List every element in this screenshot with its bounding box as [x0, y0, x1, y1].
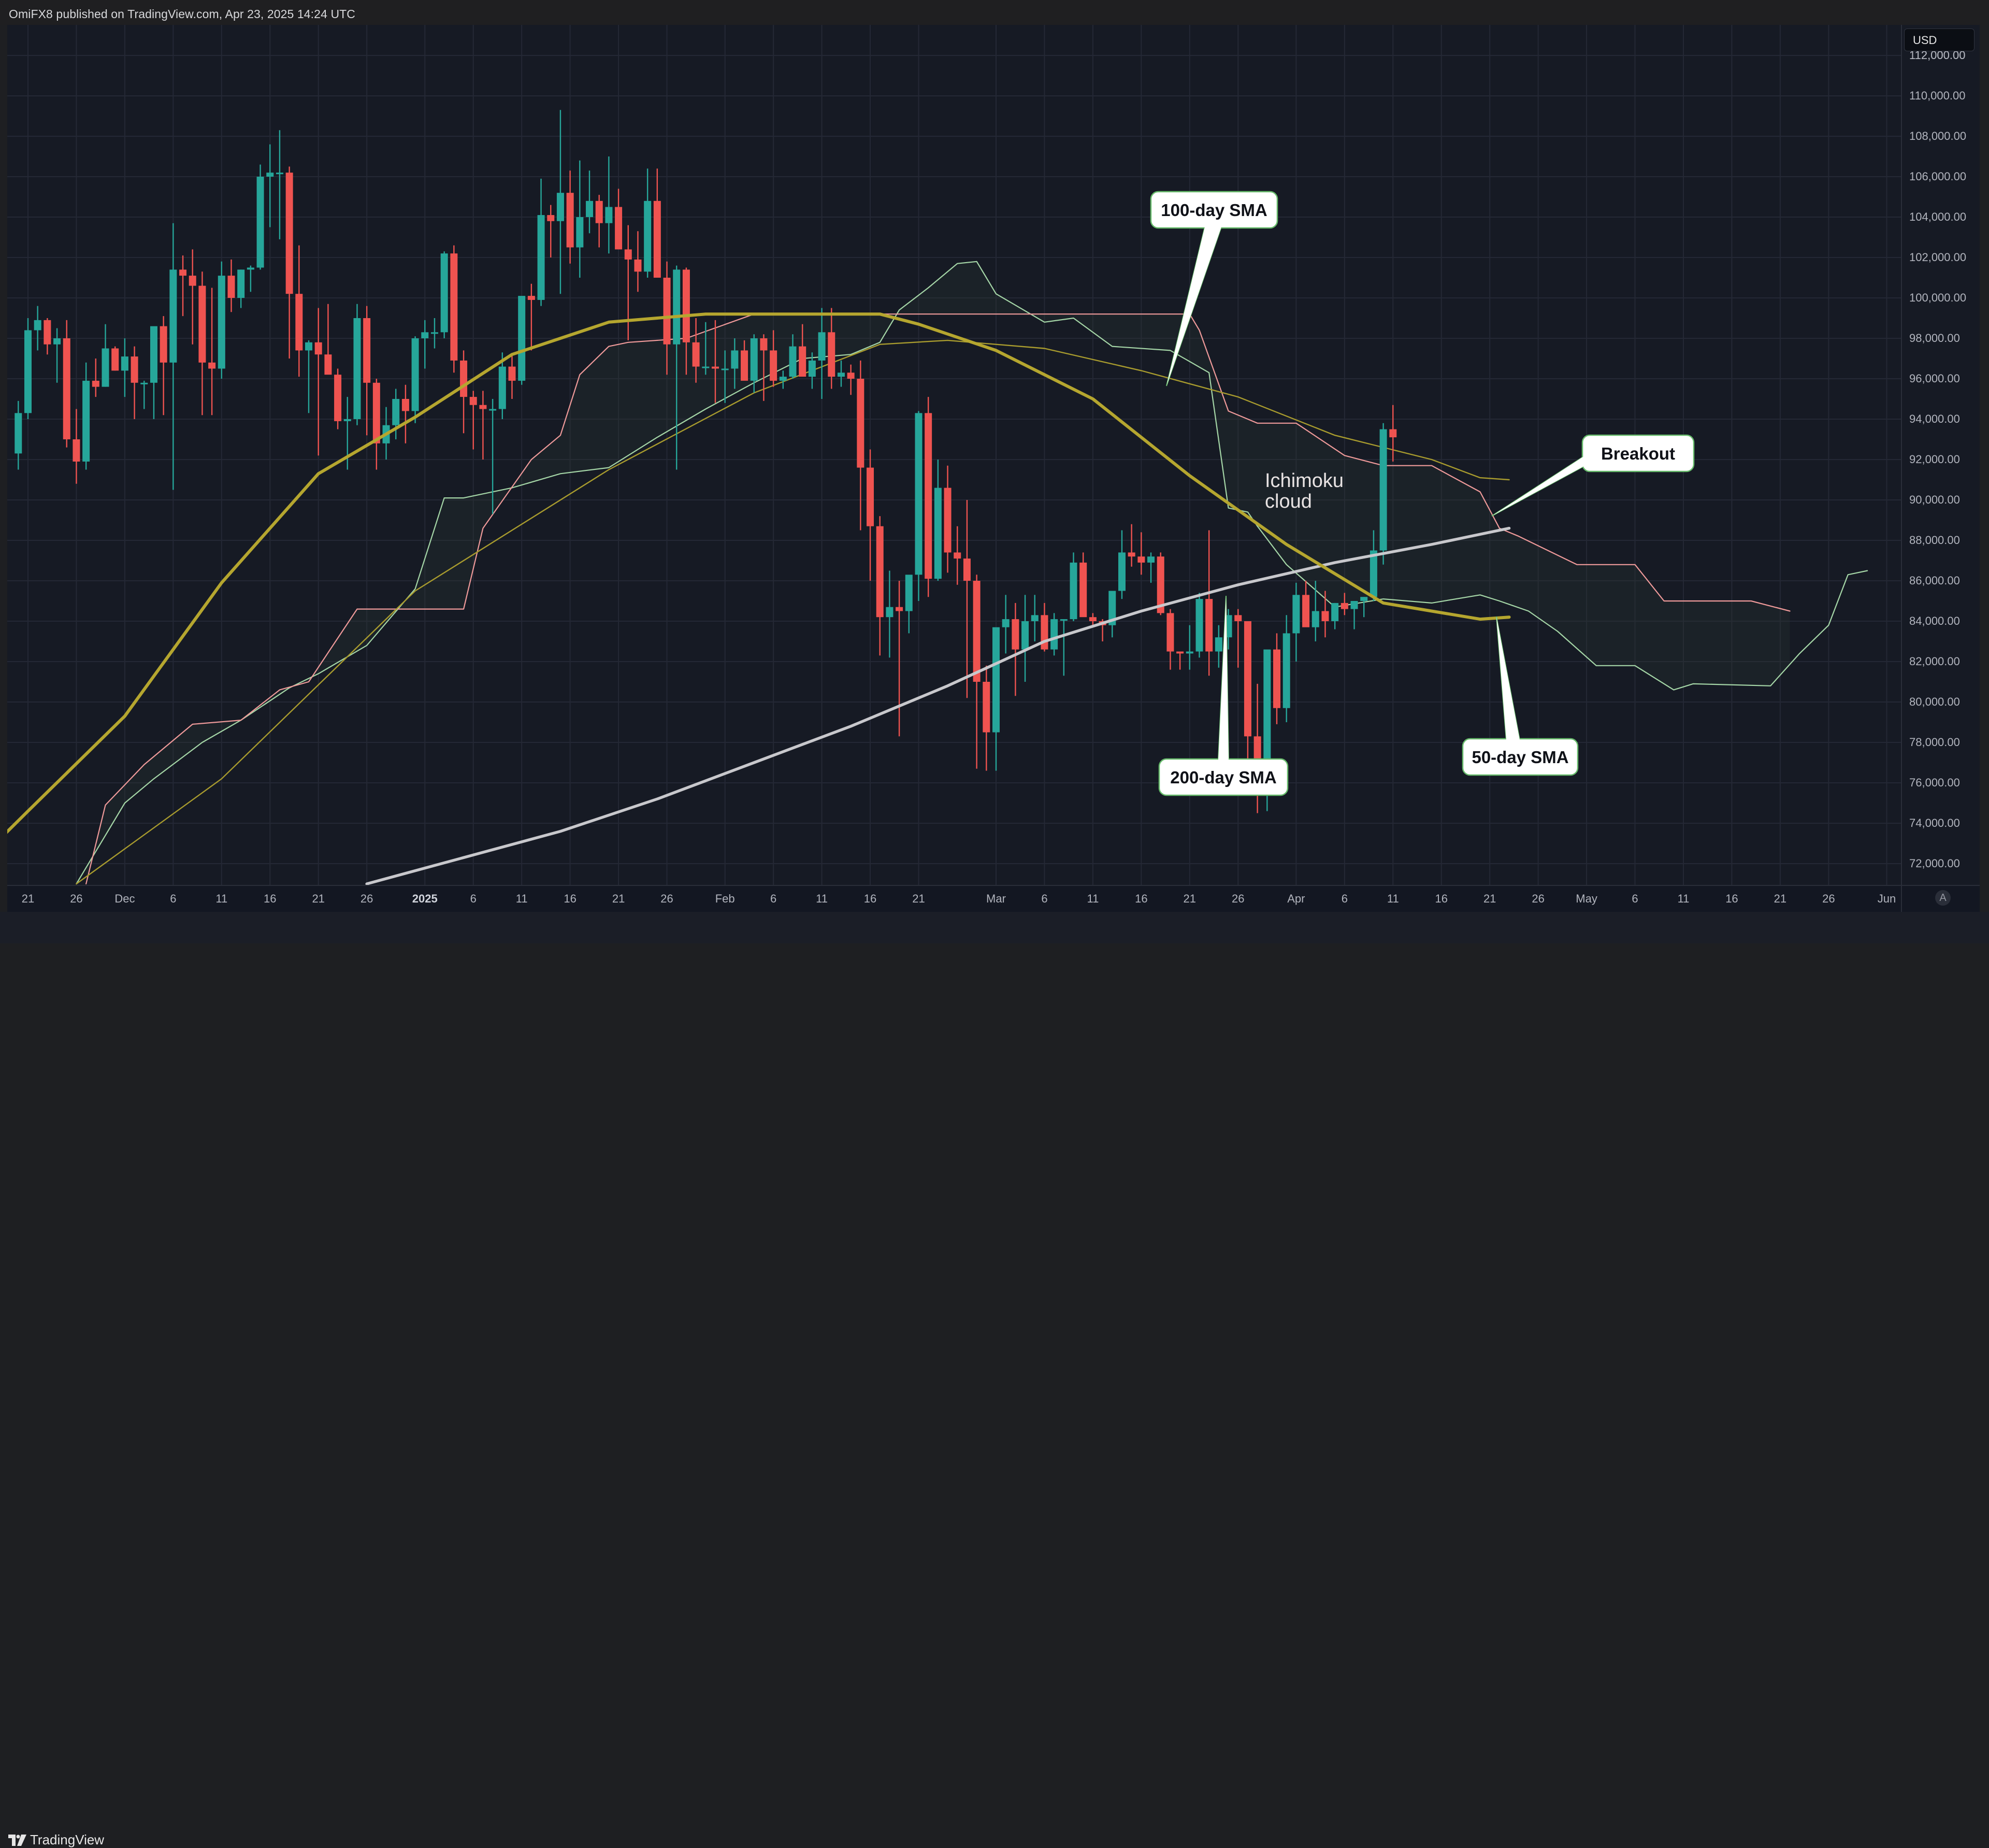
time-tick: 21: [1183, 892, 1197, 905]
price-tick: 86,000.00: [1909, 574, 1960, 587]
price-tick: 98,000.00: [1909, 332, 1960, 345]
callout-100-day-sma: 100-day SMA: [1150, 191, 1278, 386]
price-tick: 78,000.00: [1909, 736, 1960, 749]
price-tick: 72,000.00: [1909, 857, 1960, 870]
price-tick: 96,000.00: [1909, 372, 1960, 385]
time-tick: 6: [770, 892, 777, 905]
time-tick: Jun: [1877, 892, 1896, 905]
price-tick: 110,000.00: [1909, 89, 1966, 102]
time-tick: Feb: [715, 892, 735, 905]
tradingview-logo[interactable]: TradingView: [8, 1832, 104, 1848]
ichimoku-label-line1: Ichimoku: [1265, 470, 1344, 492]
time-tick: 21: [21, 892, 35, 905]
time-tick: 26: [1822, 892, 1835, 905]
time-tick: 11: [215, 892, 228, 905]
time-tick: 26: [360, 892, 373, 905]
time-tick: 11: [1677, 892, 1690, 905]
publish-info: OmiFX8 published on TradingView.com, Apr…: [9, 7, 356, 21]
time-tick: 6: [1632, 892, 1638, 905]
time-tick: 6: [1341, 892, 1348, 905]
currency-button[interactable]: USD: [1904, 28, 1974, 51]
auto-scale-button[interactable]: A: [1935, 890, 1951, 906]
time-tick: 16: [264, 892, 277, 905]
time-tick: Apr: [1287, 892, 1305, 905]
callout-200-day-sma: 200-day SMA: [1158, 595, 1289, 796]
price-tick: 104,000.00: [1909, 210, 1967, 223]
time-tick: 26: [70, 892, 83, 905]
time-tick: 11: [816, 892, 828, 905]
time-tick: Dec: [114, 892, 135, 905]
time-tick: 16: [1725, 892, 1738, 905]
price-tick: 100,000.00: [1909, 291, 1967, 304]
right-edge: [1980, 25, 1989, 943]
time-tick: 11: [1387, 892, 1399, 905]
price-tick: 106,000.00: [1909, 170, 1967, 183]
price-tick: 94,000.00: [1909, 412, 1960, 425]
time-tick: 6: [470, 892, 477, 905]
price-tick: 74,000.00: [1909, 816, 1960, 829]
time-tick: 16: [1435, 892, 1448, 905]
price-tick: 92,000.00: [1909, 453, 1960, 466]
price-tick: 102,000.00: [1909, 251, 1967, 264]
price-tick: 82,000.00: [1909, 655, 1960, 668]
price-tick: 108,000.00: [1909, 130, 1967, 142]
price-axis[interactable]: [1901, 25, 1981, 885]
time-tick: 21: [1483, 892, 1496, 905]
price-tick: 90,000.00: [1909, 493, 1960, 506]
price-tick: 80,000.00: [1909, 695, 1960, 708]
time-tick: 2025: [412, 892, 438, 905]
time-tick: May: [1576, 892, 1597, 905]
price-tick: 88,000.00: [1909, 534, 1960, 547]
svg-text:50-day SMA: 50-day SMA: [1472, 748, 1568, 767]
time-axis[interactable]: [7, 885, 1901, 913]
time-tick: 26: [1532, 892, 1545, 905]
time-tick: 11: [515, 892, 528, 905]
publish-header: OmiFX8 published on TradingView.com, Apr…: [0, 0, 1989, 25]
time-tick: 16: [1135, 892, 1148, 905]
price-tick: 76,000.00: [1909, 776, 1960, 789]
candlestick-chart[interactable]: 100-day SMA 200-day SMA 50-day SMA Breakout: [0, 0, 1989, 943]
ichimoku-label-line2: cloud: [1265, 491, 1312, 512]
time-tick: 16: [564, 892, 576, 905]
time-tick: 16: [863, 892, 877, 905]
time-tick: 21: [1774, 892, 1787, 905]
svg-text:100-day SMA: 100-day SMA: [1161, 200, 1267, 220]
callout-breakout: Breakout: [1491, 434, 1695, 517]
svg-text:200-day SMA: 200-day SMA: [1170, 768, 1276, 787]
callout-50-day-sma: 50-day SMA: [1462, 616, 1579, 776]
footer: TradingView: [0, 912, 1989, 1847]
time-tick: Mar: [986, 892, 1006, 905]
time-tick: 21: [612, 892, 625, 905]
time-tick: 6: [1041, 892, 1048, 905]
ichimoku-cloud-label: Ichimoku cloud: [1265, 470, 1344, 512]
tradingview-brand: TradingView: [30, 1832, 105, 1847]
svg-text:Breakout: Breakout: [1601, 444, 1675, 463]
price-tick: 84,000.00: [1909, 614, 1960, 627]
time-tick: 21: [312, 892, 325, 905]
time-tick: 26: [1232, 892, 1245, 905]
time-tick: 11: [1087, 892, 1099, 905]
time-tick: 6: [170, 892, 177, 905]
time-tick: 21: [912, 892, 925, 905]
tradingview-logo-icon: [8, 1834, 26, 1846]
time-tick: 26: [660, 892, 673, 905]
